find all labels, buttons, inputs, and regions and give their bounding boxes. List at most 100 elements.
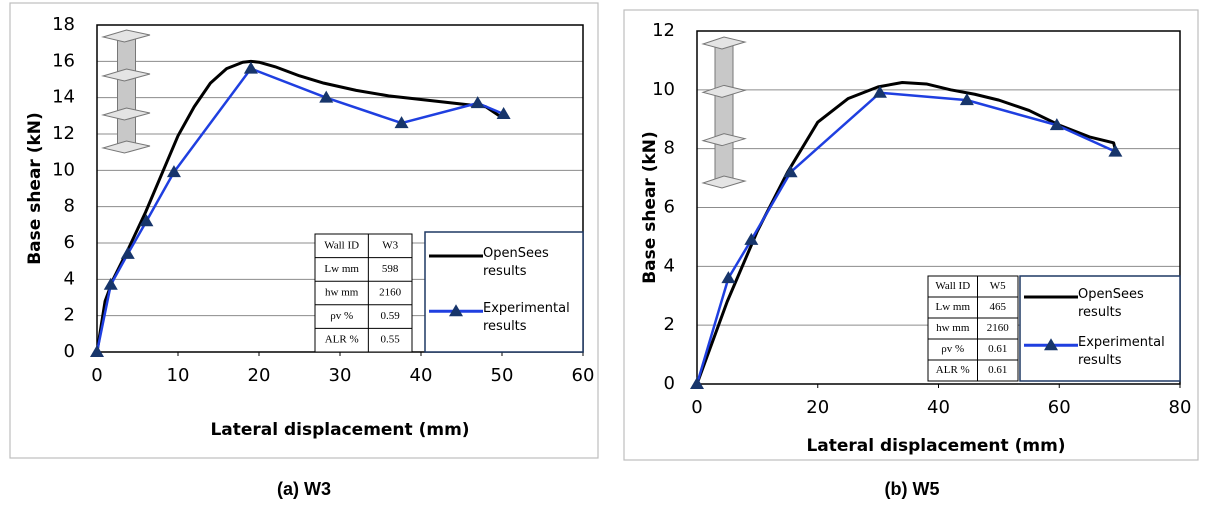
x-tick-label: 20 (806, 397, 829, 418)
legend-entry: OpenSees results (483, 246, 549, 279)
y-tick-label: 6 (64, 232, 75, 253)
table-cell: 598 (382, 263, 399, 275)
table-cell: 0.61 (988, 343, 1007, 355)
y-tick-label: 4 (64, 268, 75, 289)
table-cell: W5 (990, 280, 1006, 292)
wall-web (714, 45, 734, 180)
table-cell: W3 (382, 239, 398, 251)
y-tick-label: 8 (664, 138, 675, 159)
wall-flange (101, 107, 151, 121)
legend-marker (449, 304, 463, 317)
chart-frame (9, 2, 599, 459)
x-tick-label: 0 (91, 365, 102, 386)
wall-flange (101, 140, 151, 154)
wall-web (117, 38, 136, 145)
data-point (139, 214, 154, 227)
legend-entry: Experimental results (1078, 335, 1165, 369)
x-tick-label: 50 (491, 365, 514, 386)
y-tick-label: 2 (64, 305, 75, 326)
table-cell: 465 (990, 301, 1007, 313)
legend-entry: Experimental results (483, 301, 570, 335)
series-line (695, 80, 1119, 385)
x-tick-label: 60 (1048, 397, 1071, 418)
data-point (243, 61, 258, 74)
legend-label: OpenSees results (1078, 287, 1144, 320)
legend-box (424, 231, 584, 353)
wall-flange (701, 175, 747, 189)
table-cell: 2160 (987, 322, 1010, 334)
y-axis-title: Base shear (kN) (25, 112, 45, 265)
y-tick-label: 16 (52, 50, 75, 71)
legend-label: Experimental results (1078, 335, 1165, 369)
table-box (314, 233, 413, 353)
x-tick-label: 30 (329, 365, 352, 386)
x-axis-title: Lateral displacement (mm) (806, 436, 1065, 456)
y-axis-title: Base shear (kN) (640, 131, 660, 284)
y-tick-label: 0 (664, 373, 675, 394)
x-tick-label: 60 (572, 365, 595, 386)
series-line (95, 67, 505, 353)
x-tick-label: 40 (927, 397, 950, 418)
table-box (927, 275, 1019, 382)
wall-flange (101, 29, 151, 43)
table-cell: Wall ID (935, 280, 970, 292)
x-tick-label: 10 (167, 365, 190, 386)
data-point (394, 116, 409, 129)
wall-illustration (101, 29, 151, 154)
data-point (690, 377, 704, 389)
legend-label: Experimental results (483, 301, 570, 335)
data-point (90, 345, 104, 357)
y-tick-label: 8 (64, 196, 75, 217)
y-tick-label: 4 (664, 255, 675, 276)
table-cell: hw mm (936, 322, 970, 334)
y-tick-label: 0 (64, 341, 75, 362)
y-tick-label: 2 (664, 314, 675, 335)
plot-area (696, 30, 1181, 385)
legend-box (1019, 275, 1181, 382)
table-cell: ρv % (330, 310, 353, 322)
x-tick-label: 40 (410, 365, 433, 386)
data-point (166, 165, 181, 178)
data-point (783, 165, 798, 178)
data-point (496, 107, 511, 120)
x-tick-label: 0 (691, 397, 702, 418)
wall-illustration (701, 36, 747, 189)
data-point (470, 96, 485, 109)
x-tick-label: 80 (1169, 397, 1192, 418)
table-cell: 0.55 (381, 334, 401, 346)
wall-flange (701, 133, 747, 147)
y-tick-label: 12 (652, 20, 675, 41)
y-tick-label: 18 (52, 14, 75, 35)
y-tick-label: 10 (52, 159, 75, 180)
data-point (721, 271, 736, 284)
x-tick-label: 20 (248, 365, 271, 386)
data-point (959, 93, 974, 106)
data-point (872, 85, 887, 98)
data-point (103, 277, 118, 290)
legend-entry: OpenSees results (1078, 287, 1144, 320)
table-cell: hw mm (325, 287, 359, 299)
chart-frame (623, 9, 1199, 461)
table-cell: ρv % (941, 343, 964, 355)
y-tick-label: 6 (664, 197, 675, 218)
data-point (744, 232, 759, 245)
data-point (120, 246, 135, 259)
caption: (a) W3 (277, 479, 331, 499)
wall-flange (701, 84, 747, 98)
wall-flange (101, 68, 151, 82)
table-cell: Lw mm (935, 301, 970, 313)
y-tick-label: 10 (652, 79, 675, 100)
caption: (b) W5 (885, 479, 940, 499)
series-line (95, 59, 503, 353)
data-point (1108, 144, 1123, 157)
table-cell: Wall ID (324, 239, 359, 251)
table-cell: ALR % (325, 334, 359, 346)
y-tick-label: 14 (52, 87, 75, 108)
legend-marker (1044, 338, 1058, 351)
table-cell: 0.61 (988, 364, 1007, 376)
data-point (1049, 118, 1064, 131)
series-line (695, 91, 1116, 385)
table-cell: ALR % (936, 364, 970, 376)
wall-flange (701, 36, 747, 50)
